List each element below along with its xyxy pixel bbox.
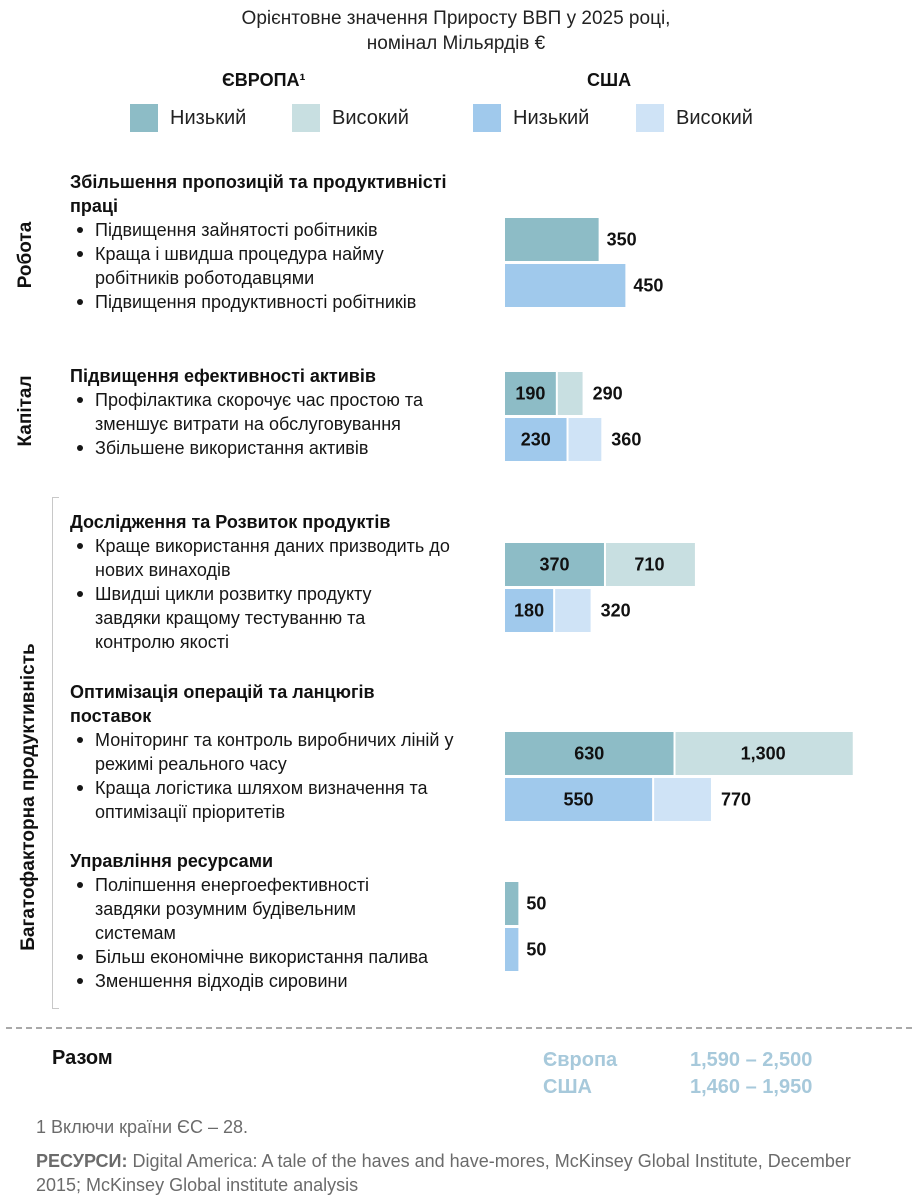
legend-europe-high: Високий bbox=[292, 104, 409, 132]
legend-label-usa-low: Низький bbox=[513, 106, 590, 129]
label-usa-low-2: 180 bbox=[514, 601, 544, 621]
label-europe-low-3: 630 bbox=[574, 744, 604, 764]
label-usa-high-3: 770 bbox=[721, 790, 751, 810]
label-usa-high-1: 360 bbox=[611, 430, 641, 450]
bullet-resources-1: Поліпшення енергоефективності завдяки ро… bbox=[77, 873, 435, 945]
legend-label-europe-high: Високий bbox=[332, 106, 409, 129]
section-title-resources: Управління ресурсами bbox=[70, 851, 274, 871]
label-usa-4: 50 bbox=[526, 940, 546, 960]
bar-usa-high-1 bbox=[568, 418, 602, 461]
legend-usa-low: Низький bbox=[473, 104, 589, 132]
legend-swatch-europe-low bbox=[130, 104, 158, 132]
bullet-labor-3: Підвищення продуктивності робітників bbox=[77, 290, 495, 314]
usa-heading: США bbox=[587, 70, 632, 90]
chart-title-line-1: Орієнтовне значення Приросту ВВП у 2025 … bbox=[241, 8, 671, 29]
totals-divider bbox=[6, 1027, 912, 1029]
bar-europe-high-3 bbox=[675, 732, 853, 775]
label-europe-low-1: 190 bbox=[515, 384, 545, 404]
bar-usa-high-2 bbox=[555, 589, 591, 632]
bullet-labor-1: Підвищення зайнятості робітників bbox=[77, 218, 495, 242]
source-text: Digital America: A tale of the haves and… bbox=[36, 1151, 851, 1195]
bullet-operations-2: Краща логістика шляхом визначення та опт… bbox=[77, 776, 485, 824]
multifactor-bracket bbox=[52, 497, 59, 1009]
legend-label-europe-low: Низький bbox=[170, 106, 247, 129]
label-europe-high-1: 290 bbox=[593, 384, 623, 404]
total-range-europe: 1,590 – 2,500 bbox=[690, 1049, 813, 1071]
legend-usa-high: Високий bbox=[636, 104, 753, 132]
section-title-rnd: Дослідження та Розвиток продуктів bbox=[70, 512, 391, 532]
bar-usa-low-2 bbox=[505, 589, 554, 632]
legend-swatch-usa-low bbox=[473, 104, 501, 132]
legend-swatch-europe-high bbox=[292, 104, 320, 132]
bar-usa-4 bbox=[505, 928, 519, 971]
legend-europe-low: Низький bbox=[130, 104, 246, 132]
source-label: РЕСУРСИ: bbox=[36, 1151, 128, 1171]
bar-europe-low-3 bbox=[505, 732, 674, 775]
label-usa-0: 450 bbox=[633, 276, 663, 296]
label-europe-high-2: 710 bbox=[634, 555, 664, 575]
legend-label-usa-high: Високий bbox=[676, 106, 753, 129]
bullet-rnd-1: Краще використання даних призводить до н… bbox=[77, 534, 480, 582]
legend-swatch-usa-high bbox=[636, 104, 664, 132]
bar-usa-0 bbox=[505, 264, 626, 307]
bullet-resources-2: Більш економічне використання палива bbox=[77, 945, 495, 969]
section-title-labor: Збільшення пропозицій та продуктивністі … bbox=[70, 172, 447, 216]
total-region-usa: США bbox=[543, 1076, 592, 1098]
bullet-assets-2: Збільшене використання активів bbox=[77, 436, 495, 460]
bullet-rnd-2: Швидші цикли розвитку продукту завдяки к… bbox=[77, 582, 425, 654]
bullet-labor-2: Краща і швидша процедура найму робітникі… bbox=[77, 242, 435, 290]
bar-europe-high-2 bbox=[605, 543, 695, 586]
label-usa-high-2: 320 bbox=[601, 601, 631, 621]
bar-usa-low-3 bbox=[505, 778, 653, 821]
section-title-operations: Оптимізація операцій та ланцюгів поставо… bbox=[70, 682, 375, 726]
footnote: 1 Включи країни ЄС – 28. bbox=[36, 1117, 249, 1137]
label-usa-low-1: 230 bbox=[521, 430, 551, 450]
label-usa-low-3: 550 bbox=[564, 790, 594, 810]
europe-heading: ЄВРОПА¹ bbox=[222, 70, 306, 90]
bar-usa-low-1 bbox=[505, 418, 567, 461]
bar-europe-low-1 bbox=[505, 372, 556, 415]
bullet-operations-1: Моніторинг та контроль виробничих ліній … bbox=[77, 730, 454, 774]
total-region-europe: Європа bbox=[543, 1049, 618, 1071]
bar-europe-low-2 bbox=[505, 543, 604, 586]
source-note: РЕСУРСИ: Digital America: A tale of the … bbox=[36, 1149, 896, 1197]
chart-title-line-2: номінал Мільярдів € bbox=[366, 33, 546, 54]
total-range-usa: 1,460 – 1,950 bbox=[690, 1076, 813, 1098]
section-title-assets: Підвищення ефективності активів bbox=[70, 366, 376, 386]
totals-label: Разом bbox=[52, 1047, 113, 1069]
label-europe-4: 50 bbox=[526, 894, 546, 914]
bar-europe-0 bbox=[505, 218, 599, 261]
bullet-resources-3: Зменшення відходів сировини bbox=[77, 969, 495, 993]
bar-europe-high-1 bbox=[557, 372, 583, 415]
bar-europe-4 bbox=[505, 882, 519, 925]
chart-title: Орієнтовне значення Приросту ВВП у 2025 … bbox=[0, 6, 912, 56]
bar-usa-high-3 bbox=[654, 778, 711, 821]
label-europe-0: 350 bbox=[607, 230, 637, 250]
bullet-assets-1: Профілактика скорочує час простою та зме… bbox=[77, 388, 480, 436]
label-europe-high-3: 1,300 bbox=[741, 744, 786, 764]
label-europe-low-2: 370 bbox=[539, 555, 569, 575]
